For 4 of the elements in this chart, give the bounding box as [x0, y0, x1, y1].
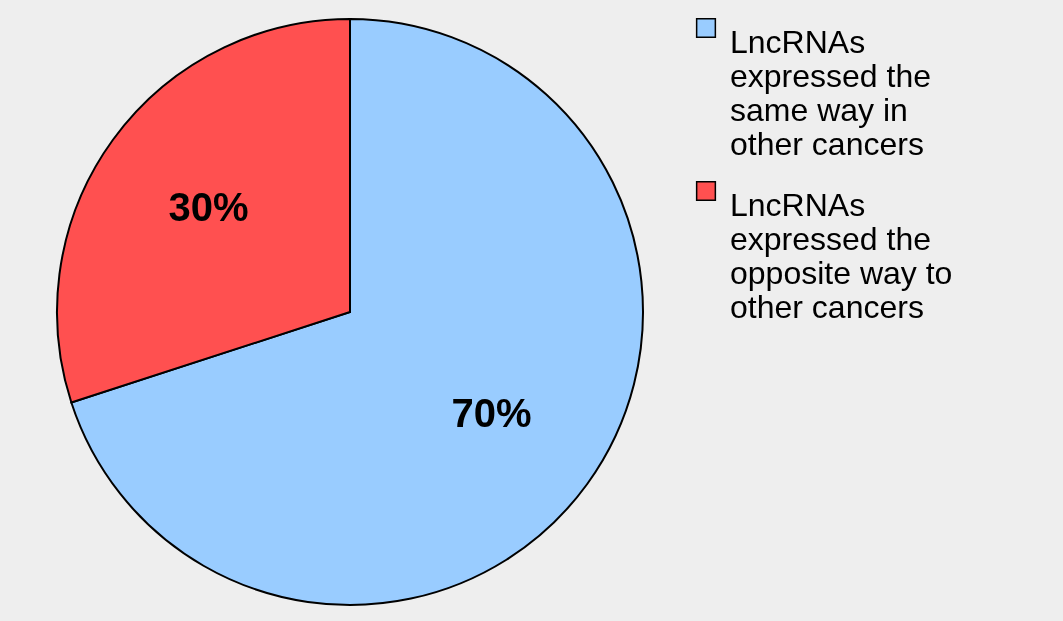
- data-label: 70%: [451, 390, 532, 435]
- legend-label: LncRNAs expressed the same way in other cancers: [730, 24, 932, 162]
- legend-label: LncRNAs expressed the opposite way to other cancers: [730, 187, 953, 325]
- data-label: 30%: [168, 185, 249, 230]
